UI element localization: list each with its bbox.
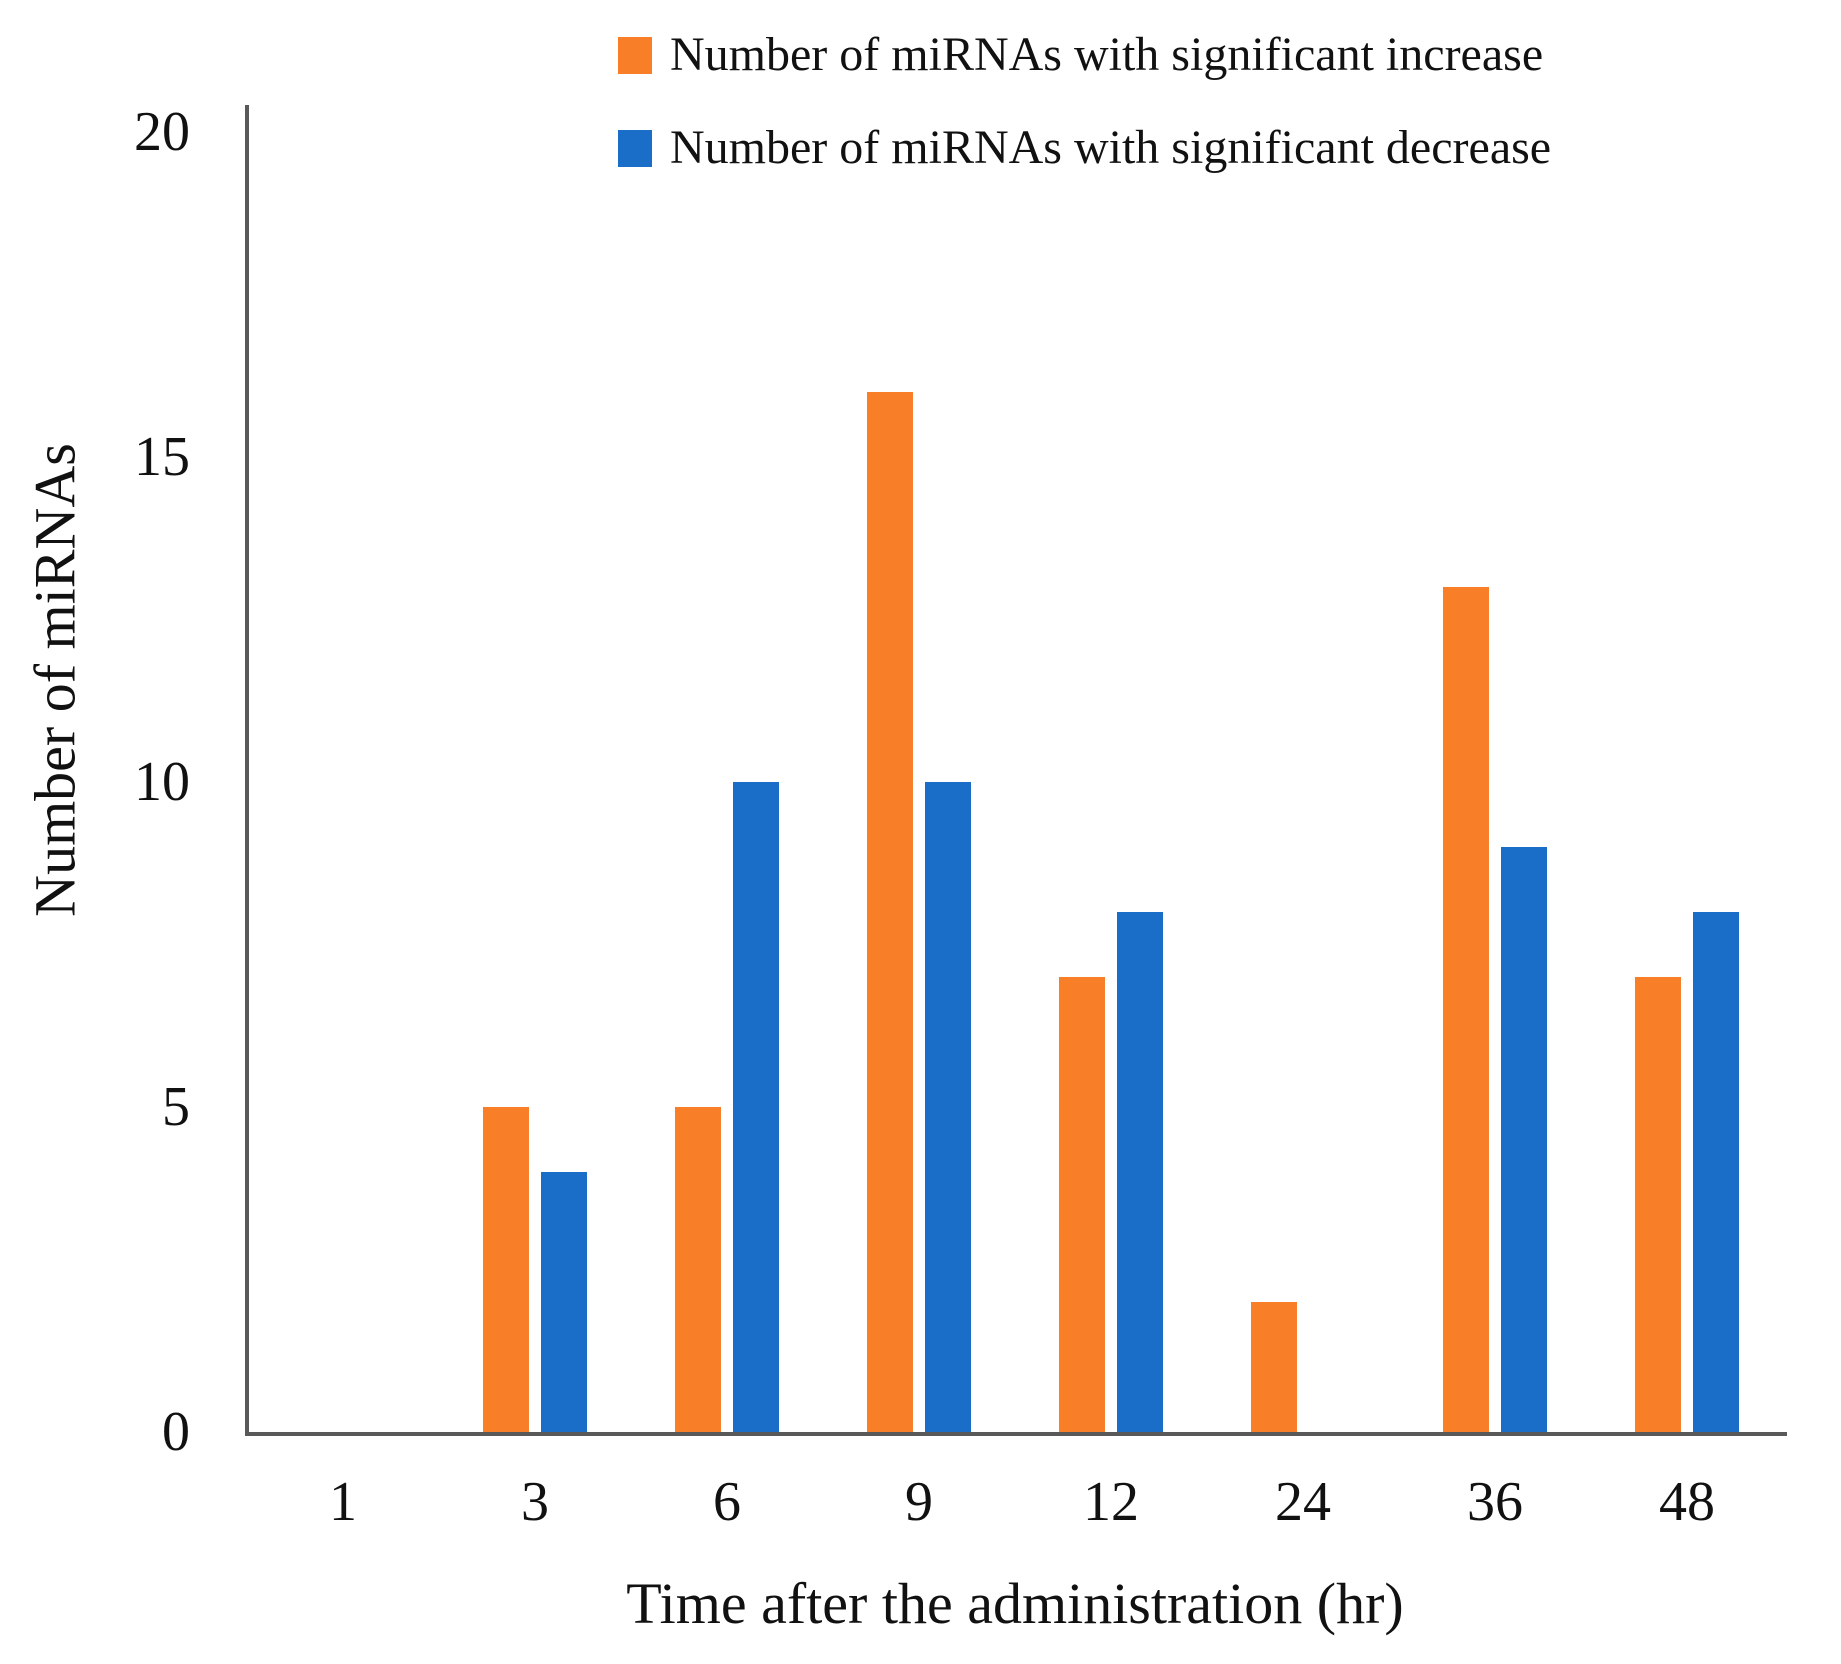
legend-label-increase: Number of miRNAs with significant increa… <box>670 28 1544 81</box>
x-tick-label-24hr: 24 <box>1275 1471 1331 1533</box>
bar-decrease-12hr <box>1117 912 1163 1432</box>
x-tick-label-1hr: 1 <box>329 1471 357 1533</box>
x-tick-label-6hr: 6 <box>713 1471 741 1533</box>
legend-swatch-decrease-icon <box>618 129 652 167</box>
bar-increase-24hr <box>1251 1302 1297 1432</box>
x-tick-label-3hr: 3 <box>521 1471 549 1533</box>
bar-increase-12hr <box>1059 977 1105 1432</box>
axes-lines <box>245 105 1787 1436</box>
bar-increase-36hr <box>1443 587 1489 1432</box>
bar-increase-3hr <box>483 1107 529 1432</box>
x-tick-label-12hr: 12 <box>1083 1471 1139 1533</box>
bar-decrease-6hr <box>733 782 779 1432</box>
x-axis-title: Time after the administration (hr) <box>626 1571 1404 1636</box>
y-tick-label-15: 15 <box>134 426 190 488</box>
bar-increase-6hr <box>675 1107 721 1432</box>
bar-decrease-3hr <box>541 1172 587 1432</box>
legend-swatch-increase-icon <box>618 36 652 74</box>
bar-decrease-48hr <box>1693 912 1739 1432</box>
y-tick-label-0: 0 <box>162 1401 190 1463</box>
legend-item-decrease: Number of miRNAs with significant decrea… <box>618 111 1551 185</box>
y-axis-title: Number of miRNAs <box>22 443 88 917</box>
bar-increase-48hr <box>1635 977 1681 1432</box>
bar-decrease-9hr <box>925 782 971 1432</box>
x-tick-label-9hr: 9 <box>905 1471 933 1533</box>
x-tick-label-48hr: 48 <box>1659 1471 1715 1533</box>
x-tick-label-36hr: 36 <box>1467 1471 1523 1533</box>
bar-increase-9hr <box>867 392 913 1432</box>
y-tick-label-10: 10 <box>134 751 190 813</box>
bar-decrease-36hr <box>1501 847 1547 1432</box>
y-tick-label-20: 20 <box>134 101 190 163</box>
legend-label-decrease: Number of miRNAs with significant decrea… <box>670 121 1552 174</box>
y-tick-label-5: 5 <box>162 1076 190 1138</box>
legend-item-increase: Number of miRNAs with significant increa… <box>618 18 1543 92</box>
